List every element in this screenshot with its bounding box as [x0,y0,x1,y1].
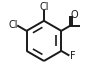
Text: Cl: Cl [39,2,49,12]
Text: F: F [70,51,75,61]
Text: Cl: Cl [8,20,18,30]
Text: O: O [71,10,78,20]
